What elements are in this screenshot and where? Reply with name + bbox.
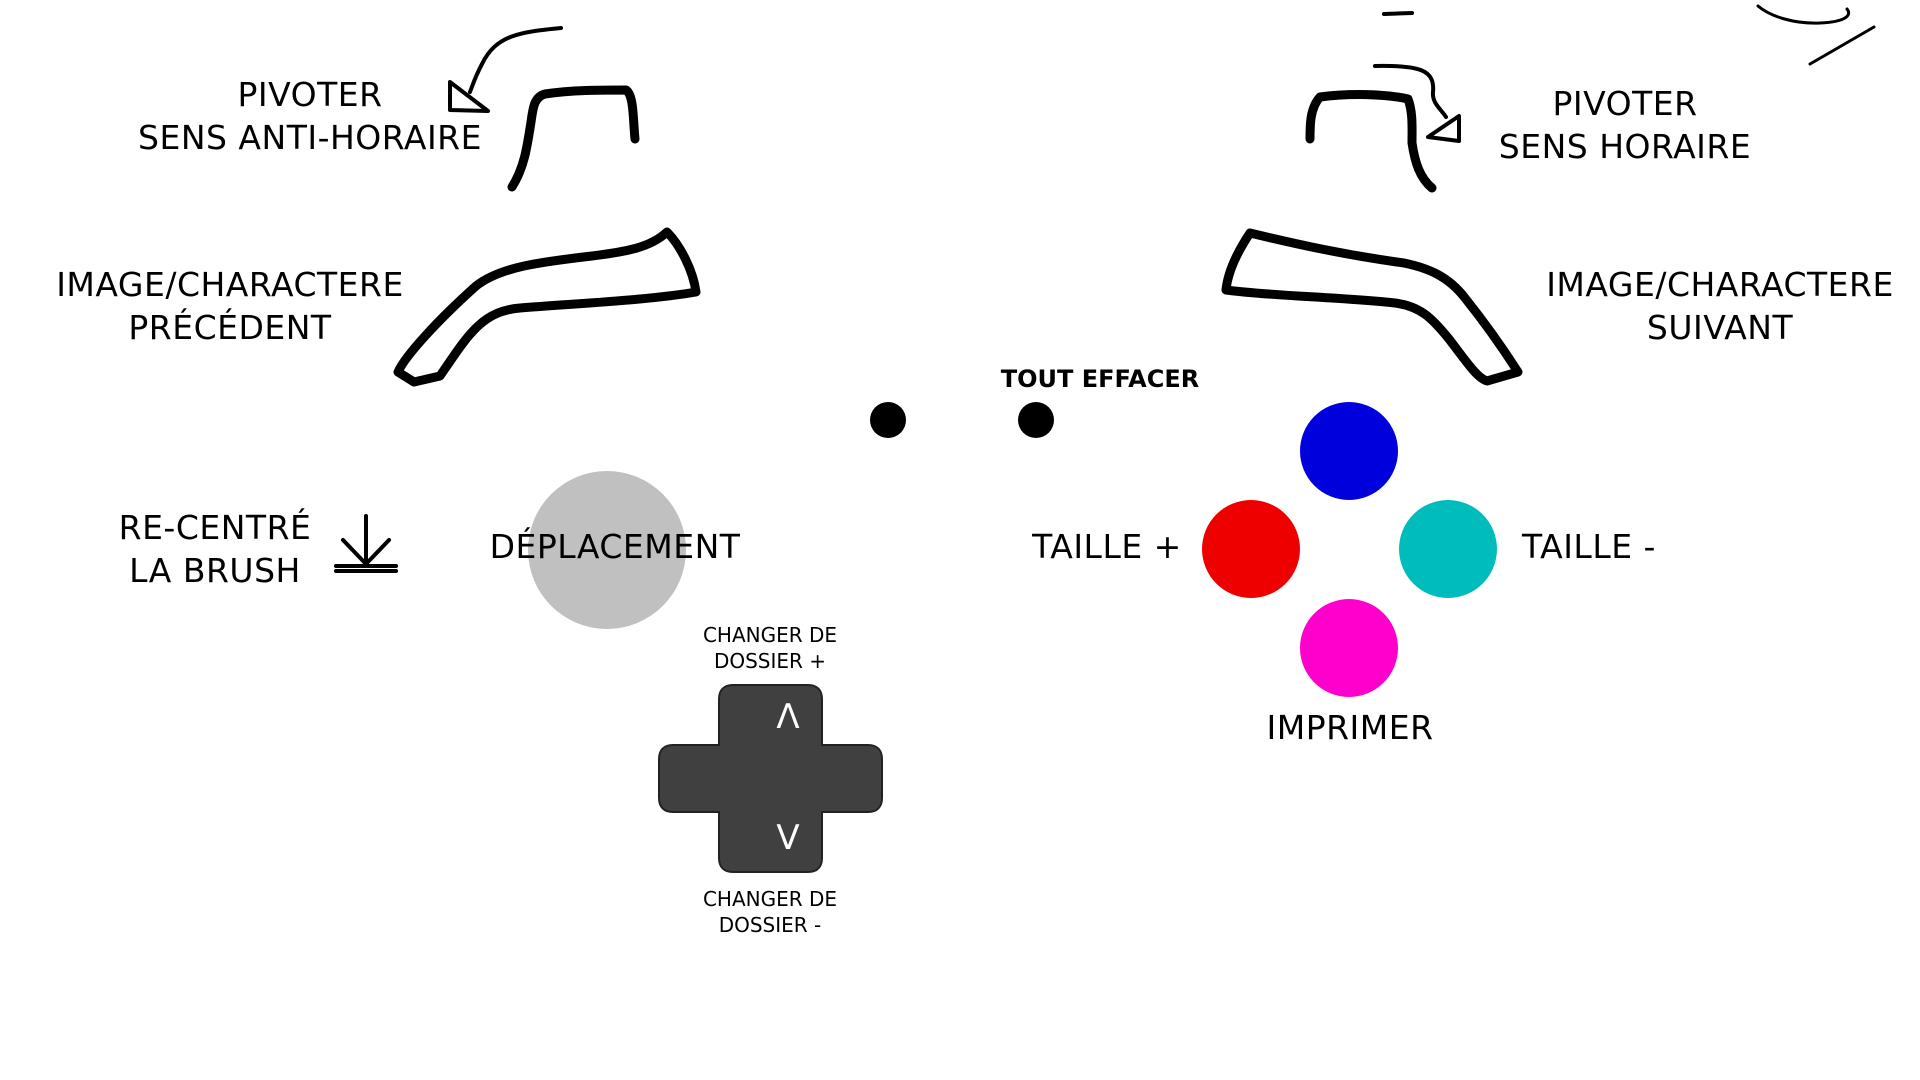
curved-arrow-right-icon — [1373, 63, 1448, 119]
label-folder-prev: CHANGER DE DOSSIER - — [702, 887, 838, 937]
label-recenter: RE-CENTRÉ LA BRUSH — [118, 508, 312, 590]
dpad[interactable] — [658, 684, 883, 873]
label-rotate-cw: PIVOTER SENS HORAIRE — [1498, 84, 1752, 166]
label-size-minus: TAILLE - — [1522, 527, 1656, 566]
stray-mark-1 — [1382, 11, 1414, 16]
dpad-up-arrow-icon[interactable]: Λ — [776, 697, 800, 737]
left-trigger[interactable] — [507, 85, 640, 192]
select-button[interactable] — [870, 402, 906, 438]
left-joystick[interactable] — [528, 471, 686, 629]
label-clear-all: TOUT EFFACER — [1000, 365, 1200, 393]
right-bumper[interactable] — [1221, 228, 1523, 386]
face-button-right[interactable] — [1399, 500, 1497, 598]
label-print: IMPRIMER — [1266, 708, 1434, 747]
label-next-image: IMAGE/CHARACTERE SUIVANT — [1546, 265, 1894, 347]
face-button-bottom[interactable] — [1300, 599, 1398, 697]
left-bumper-shape — [393, 227, 701, 387]
face-button-left[interactable] — [1202, 500, 1300, 598]
arrowhead-right — [1426, 114, 1461, 143]
right-trigger[interactable] — [1305, 90, 1437, 193]
face-button-top[interactable] — [1300, 402, 1398, 500]
dpad-down-arrow-icon[interactable]: V — [776, 818, 800, 858]
curved-arrow-left-icon — [468, 26, 563, 94]
label-move: DÉPLACEMENT — [489, 527, 741, 566]
label-size-plus: TAILLE + — [1032, 527, 1182, 566]
stray-mark-2 — [1756, 4, 1876, 66]
download-arrow-icon — [334, 514, 398, 573]
arrowhead-left — [448, 80, 490, 113]
label-folder-next: CHANGER DE DOSSIER + — [702, 623, 838, 673]
label-prev-image: IMAGE/CHARACTERE PRÉCÉDENT — [56, 265, 404, 347]
label-rotate-ccw: PIVOTER SENS ANTI-HORAIRE — [138, 75, 482, 157]
left-bumper[interactable] — [403, 289, 706, 495]
start-button[interactable] — [1018, 402, 1054, 438]
